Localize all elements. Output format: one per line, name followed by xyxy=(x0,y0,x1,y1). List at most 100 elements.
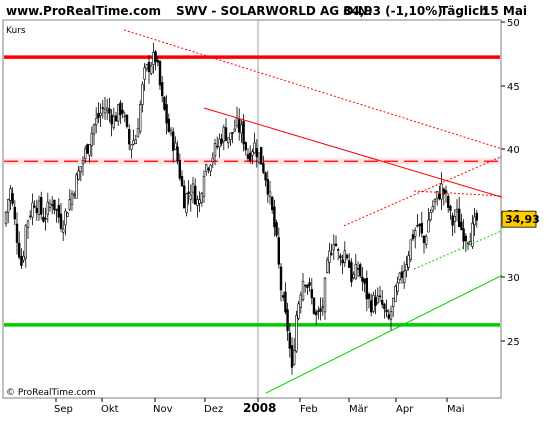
candle-body xyxy=(216,145,219,148)
candle-body xyxy=(167,118,170,132)
candle-body xyxy=(150,65,153,74)
trendline-dotted xyxy=(413,230,503,270)
candle-body xyxy=(330,253,333,255)
candle-body xyxy=(383,303,386,310)
candle-body xyxy=(211,157,214,162)
candle-body xyxy=(433,198,437,203)
y-tick-label: 25 xyxy=(507,337,520,348)
candle-body xyxy=(275,222,278,236)
candle-body xyxy=(125,114,129,127)
x-tick-label: Nov xyxy=(153,404,173,415)
x-tick-label: Okt xyxy=(101,404,119,415)
candle-body xyxy=(95,118,98,126)
candle-body xyxy=(233,128,236,132)
candle-body xyxy=(13,206,16,220)
candle-body xyxy=(154,51,157,62)
candle-body xyxy=(385,309,388,313)
candle-body xyxy=(84,148,87,160)
candle-body xyxy=(227,137,230,144)
candle-body xyxy=(451,215,454,226)
candle-body xyxy=(48,203,52,208)
candle-body xyxy=(158,61,162,86)
quote-text: 34,93 (-1,10%) xyxy=(343,4,443,18)
x-tick-label: Mär xyxy=(349,404,369,415)
candle-body xyxy=(409,239,412,260)
candle-body xyxy=(15,223,19,243)
trendline-dotted xyxy=(343,155,503,227)
candle-body xyxy=(352,273,355,279)
candle-body xyxy=(475,212,478,221)
candle-body xyxy=(449,206,452,211)
candle-body xyxy=(70,193,74,205)
candle-body xyxy=(79,166,83,173)
candle-body xyxy=(123,115,127,118)
candle-body xyxy=(464,235,467,242)
trendline-dotted xyxy=(123,29,503,150)
candle-body xyxy=(99,112,102,116)
candle-body xyxy=(207,168,210,170)
candle-body xyxy=(297,303,300,319)
candle-body xyxy=(112,115,116,129)
candle-body xyxy=(270,197,274,211)
candle-body xyxy=(396,282,399,292)
candle-body xyxy=(90,132,94,147)
candle-body xyxy=(286,309,289,331)
candle-body xyxy=(457,208,461,227)
date-label: 15 Mai xyxy=(482,4,527,18)
y-axis: 50 45 40 35 30 25 xyxy=(501,18,520,348)
candle-body xyxy=(28,215,32,218)
candle-body xyxy=(339,255,342,259)
candle-body xyxy=(321,306,324,308)
candle-body xyxy=(152,52,155,65)
candle-body xyxy=(117,104,120,122)
candle-body xyxy=(108,108,111,114)
x-tick-label-year: 2008 xyxy=(243,401,276,415)
candle-body xyxy=(229,132,232,140)
site-title: www.ProRealTime.com xyxy=(6,4,161,18)
candle-body xyxy=(68,199,72,210)
candle-body xyxy=(446,195,450,208)
candle-body xyxy=(431,206,434,211)
candle-body xyxy=(350,262,353,283)
candle-body xyxy=(46,201,50,215)
candle-body xyxy=(429,212,432,220)
candle-body xyxy=(317,310,320,312)
candle-body xyxy=(66,212,69,217)
candle-body xyxy=(306,284,309,288)
candle-body xyxy=(235,117,239,127)
candle-body xyxy=(169,129,173,134)
candle-body xyxy=(380,300,384,305)
y-tick-label: 30 xyxy=(507,273,520,284)
candle-body xyxy=(42,216,45,222)
candle-body xyxy=(121,109,124,114)
candle-body xyxy=(442,188,445,195)
candle-body xyxy=(176,146,179,161)
copyright: © ProRealTime.com xyxy=(6,388,96,398)
candle-body xyxy=(303,284,307,287)
candle-body xyxy=(400,271,404,279)
candle-body xyxy=(257,152,261,163)
candle-body xyxy=(224,127,228,141)
candle-body xyxy=(281,295,285,298)
candle-body xyxy=(279,266,283,291)
candle-body xyxy=(240,124,243,134)
y-tick-label: 40 xyxy=(507,145,520,156)
candle-body xyxy=(77,170,80,180)
candle-body xyxy=(284,291,287,313)
horizontal-levels xyxy=(4,55,500,327)
candle-body xyxy=(299,294,302,308)
plot-frame xyxy=(2,19,502,399)
candle-body xyxy=(264,172,267,181)
candle-body xyxy=(53,199,56,211)
x-axis: Sep Okt Nov Dez 2008 Feb Mär Apr Mai xyxy=(54,398,465,415)
candle-body xyxy=(376,295,379,304)
candle-body xyxy=(81,159,85,165)
candle-body xyxy=(334,243,338,246)
candle-body xyxy=(44,217,47,220)
candle-body xyxy=(345,254,349,259)
candle-body xyxy=(259,147,263,165)
candle-body xyxy=(262,163,265,173)
candle-body xyxy=(141,83,144,105)
